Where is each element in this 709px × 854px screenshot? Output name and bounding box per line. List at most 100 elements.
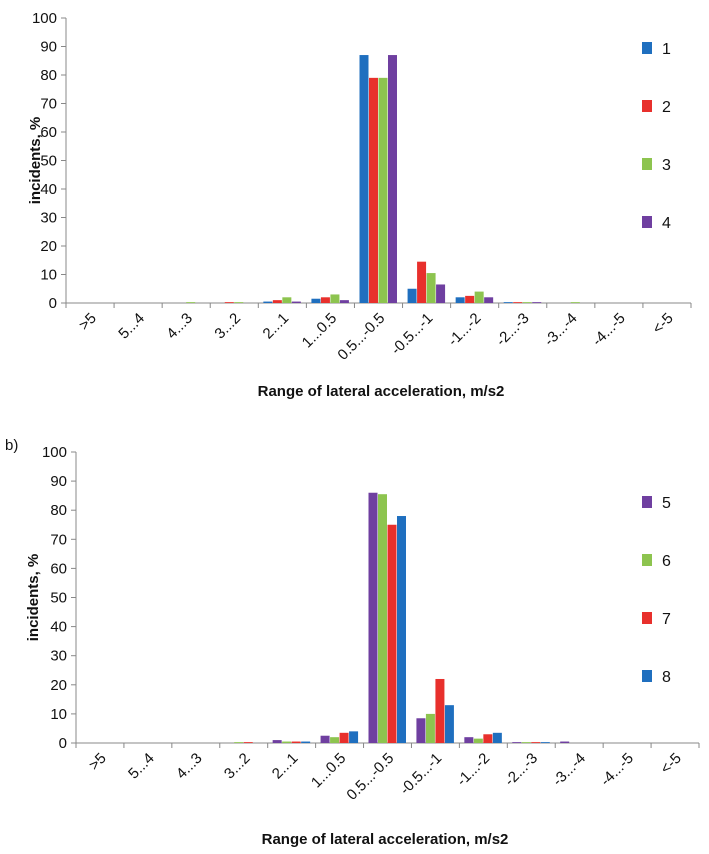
- bar-series-3-5: [330, 294, 340, 303]
- bar-series-7-3: [243, 742, 253, 743]
- x-tick-label: 2...1: [260, 310, 293, 343]
- bar-series-8-6: [397, 516, 406, 743]
- bar-series-5-8: [464, 737, 474, 743]
- x-tick-label: 0.5...-0.5: [334, 310, 388, 364]
- bar-series-5-7: [416, 718, 426, 743]
- bar-series-4-6: [388, 55, 397, 303]
- bar-series-8-7: [444, 705, 454, 743]
- x-tick-label: 3...2: [221, 750, 254, 783]
- bar-series-5-9: [512, 742, 522, 743]
- bar-series-8-4: [301, 741, 311, 743]
- bar-series-5-6: [368, 492, 378, 743]
- legend-label-6: 6: [662, 553, 671, 570]
- x-tick-label: 5...4: [115, 310, 148, 343]
- legend-box: [634, 28, 692, 268]
- x-tick-label: -2...-3: [501, 750, 541, 790]
- y-tick-label: 0: [49, 295, 57, 312]
- y-tick-label: 90: [40, 39, 57, 56]
- bar-series-1-5: [311, 298, 321, 303]
- bar-series-6-6: [378, 494, 387, 743]
- legend-swatch-8: [642, 670, 652, 682]
- chart-panel-a: 0 10 20 30 40 50 60 70 80 90 100 >5 5...4 4...3 3...2 2…: [0, 0, 709, 420]
- x-tick-label: 4...3: [173, 750, 206, 783]
- chart-a-svg: 0 10 20 30 40 50 60 70 80 90 100 >5 5...4 4...3 3...2 2…: [27, 10, 692, 400]
- bar-series-6-9: [521, 742, 531, 743]
- legend-swatch-6: [642, 554, 652, 566]
- y-tick-label: 20: [50, 677, 67, 694]
- y-tick-label: 40: [40, 181, 57, 198]
- bar-series-3-6: [378, 77, 388, 303]
- bar-series-7-9: [531, 742, 541, 743]
- bar-series-4-4: [291, 301, 301, 303]
- bar-series-1-8: [455, 297, 465, 303]
- legend-swatch-5: [642, 496, 652, 508]
- y-axis-title: incidents, %: [25, 554, 42, 642]
- legend-swatch-4: [642, 216, 652, 228]
- legend-swatch-1: [642, 42, 652, 54]
- bar-series-5-4: [272, 740, 282, 743]
- bar-series-1-9: [503, 302, 513, 303]
- bar-series-2-6: [369, 77, 378, 303]
- bar-series-3-9: [522, 302, 532, 303]
- legend-label-3: 3: [662, 157, 671, 174]
- y-tick-label: 40: [50, 619, 67, 636]
- x-axis-title: Range of lateral acceleration, m/s2: [262, 831, 509, 848]
- bar-series-6-7: [425, 713, 435, 743]
- x-tick-label: -0.5...-1: [397, 750, 446, 799]
- legend-box: [634, 482, 692, 722]
- y-tick-label: 70: [40, 96, 57, 113]
- y-tick-label: 80: [40, 67, 57, 84]
- bar-series-3-4: [282, 297, 292, 303]
- y-tick-label: 0: [59, 735, 67, 752]
- x-tick-label: -2...-3: [493, 310, 533, 350]
- bar-series-6-4: [282, 741, 292, 743]
- bar-series-7-7: [435, 678, 445, 743]
- bar-series-6-5: [330, 737, 340, 743]
- legend-label-5: 5: [662, 495, 671, 512]
- y-tick-label: 70: [50, 531, 67, 548]
- chart-panel-b: b) 0 10 20 30 40 50 60 70 80 90 100 >5 5...4 4...3 3..…: [0, 437, 709, 854]
- y-tick-label: 50: [40, 153, 57, 170]
- x-tick-label: 1...0.5: [299, 310, 341, 352]
- bar-series-2-9: [513, 302, 523, 303]
- bar-series-8-9: [540, 742, 550, 743]
- bar-series-8-8: [492, 732, 502, 743]
- bar-series-4-7: [436, 284, 446, 303]
- y-axis-title: incidents, %: [27, 117, 44, 205]
- x-tick-label: -4...-5: [589, 310, 629, 350]
- bar-series-2-7: [417, 261, 427, 303]
- legend-label-7: 7: [662, 611, 671, 628]
- x-tick-label: 1...0.5: [308, 750, 350, 792]
- y-tick-label: 60: [40, 124, 57, 141]
- legend-label-8: 8: [662, 669, 671, 686]
- bar-series-3-8: [474, 291, 484, 303]
- bar-series-3-3: [234, 302, 244, 303]
- x-tick-label: 3...2: [211, 310, 244, 343]
- legend-swatch-2: [642, 100, 652, 112]
- bar-series-7-4: [291, 741, 301, 743]
- legend-swatch-3: [642, 158, 652, 170]
- x-tick-label: -4...-5: [597, 750, 637, 790]
- x-tick-label: 2...1: [269, 750, 302, 783]
- legend-swatch-7: [642, 612, 652, 624]
- y-tick-label: 10: [50, 706, 67, 723]
- y-tick-label: 100: [32, 10, 57, 27]
- legend-label-2: 2: [662, 99, 671, 116]
- x-tick-label: 4...3: [163, 310, 196, 343]
- bar-series-1-6: [359, 55, 369, 303]
- bar-series-6-3: [234, 742, 244, 743]
- bar-series-8-5: [349, 731, 359, 743]
- x-tick-label: -0.5...-1: [388, 310, 437, 359]
- x-tick-label: -3...-4: [541, 310, 581, 350]
- bar-series-2-5: [320, 297, 330, 303]
- bar-series-4-9: [532, 302, 542, 303]
- bar-series-7-5: [339, 732, 349, 743]
- x-tick-label: -1...-2: [445, 310, 485, 350]
- bar-series-5-10: [560, 741, 570, 743]
- y-tick-label: 80: [50, 502, 67, 519]
- bar-series-2-8: [465, 295, 475, 303]
- chart-b-svg: 0 10 20 30 40 50 60 70 80 90 100 >5 5...4 4...3 3...2 2…: [25, 444, 700, 848]
- bar-series-7-8: [483, 734, 493, 743]
- panel-label-b: b): [5, 437, 19, 454]
- bar-series-4-5: [339, 300, 349, 303]
